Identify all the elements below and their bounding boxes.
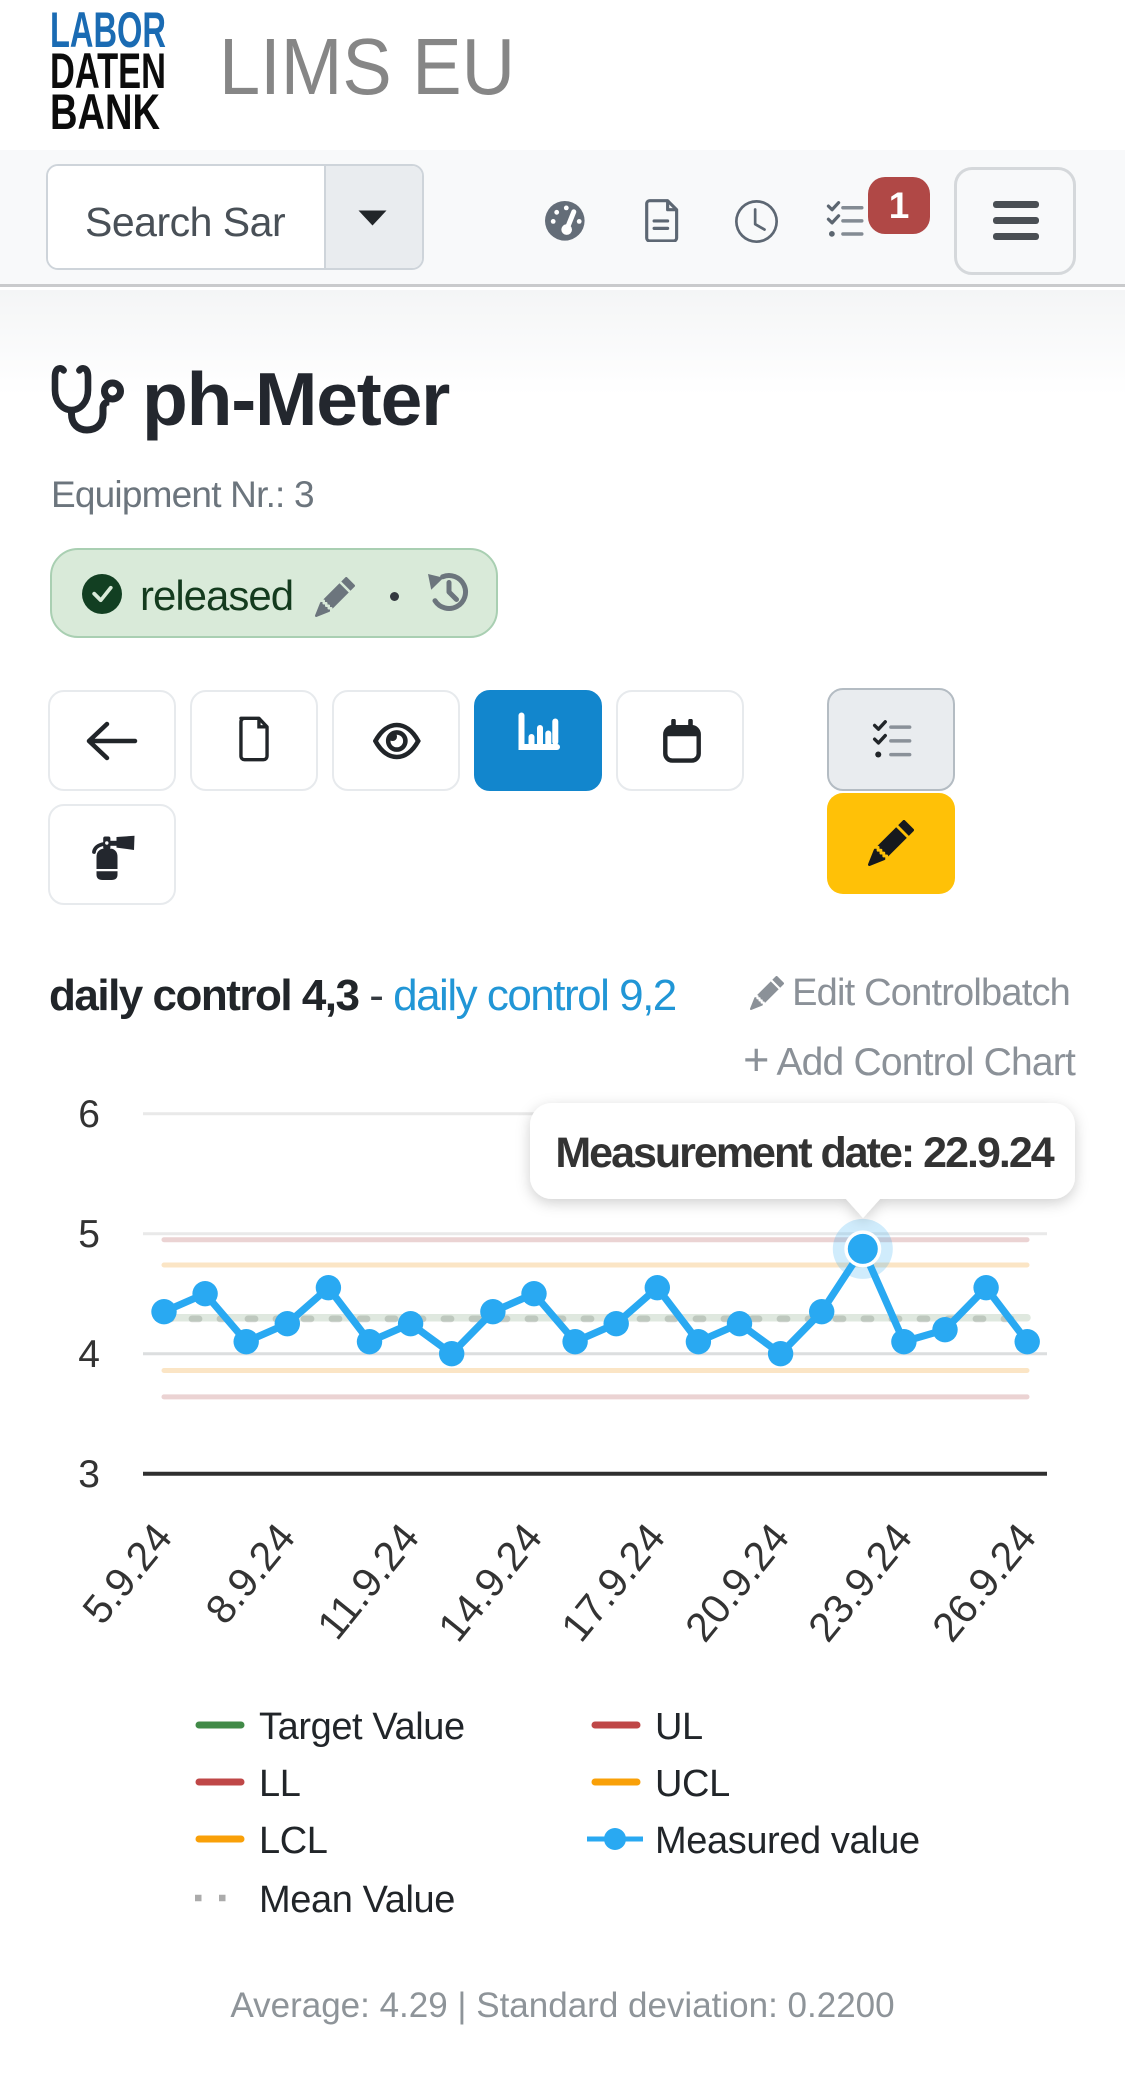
svg-text:5.9.24: 5.9.24 [74, 1515, 181, 1633]
svg-text:6: 6 [78, 1093, 100, 1136]
svg-text:LIMS EU: LIMS EU [219, 22, 515, 111]
svg-text:17.9.24: 17.9.24 [552, 1515, 674, 1650]
svg-text:LABOR: LABOR [50, 8, 166, 58]
svg-text:Measurement date: 22.9.24: Measurement date: 22.9.24 [555, 1129, 1054, 1177]
svg-text:23.9.24: 23.9.24 [799, 1515, 921, 1650]
svg-text:5: 5 [78, 1213, 100, 1256]
svg-text:DATEN: DATEN [50, 43, 166, 99]
svg-text:14.9.24: 14.9.24 [429, 1515, 551, 1650]
svg-text:3: 3 [78, 1453, 100, 1496]
svg-text:26.9.24: 26.9.24 [923, 1515, 1045, 1650]
svg-text:4: 4 [78, 1333, 100, 1376]
svg-text:8.9.24: 8.9.24 [197, 1515, 304, 1633]
svg-text:11.9.24: 11.9.24 [308, 1515, 428, 1648]
svg-text:20.9.24: 20.9.24 [676, 1515, 798, 1650]
svg-text:BANK: BANK [50, 84, 160, 133]
